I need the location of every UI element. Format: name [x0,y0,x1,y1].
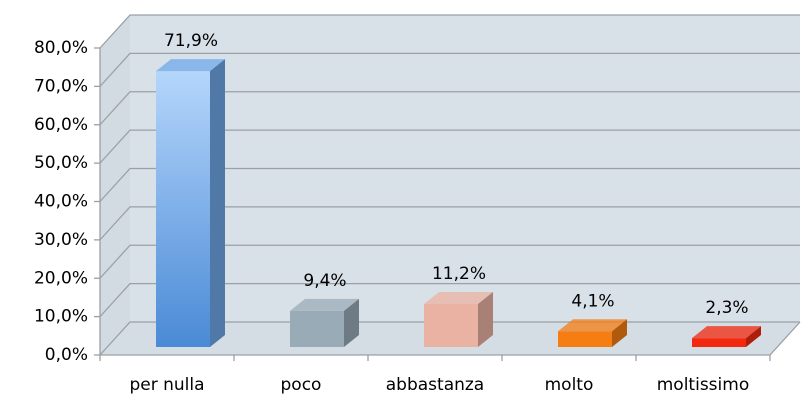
bar-front [692,338,746,347]
bar [692,326,761,347]
bar-top [692,326,761,339]
data-label: 2,3% [705,298,748,318]
data-label: 4,1% [571,291,614,311]
x-tick-label: poco [281,375,322,395]
bar-front [558,331,612,347]
data-label: 11,2% [432,264,486,284]
x-tick-label: moltissimo [657,375,749,395]
bar-top [156,59,225,72]
bar-top [424,292,493,305]
grid-line [99,167,800,202]
y-tick-label: 30,0% [34,230,88,250]
data-label: 9,4% [303,271,346,291]
y-tick-label: 80,0% [34,38,88,58]
bar-front [290,310,344,347]
bar-top [558,319,627,332]
y-tick-label: 10,0% [34,307,88,327]
x-tick-label: per nulla [129,375,204,395]
x-tick-label: abbastanza [386,375,484,395]
y-tick-label: 0,0% [45,345,88,365]
grid-line [99,91,800,126]
x-tick-label: molto [545,375,594,395]
y-tick-label: 70,0% [34,76,88,96]
bar [156,59,225,348]
bar [424,292,493,347]
y-tick-label: 40,0% [34,192,88,212]
y-tick-label: 60,0% [34,115,88,135]
y-tick-label: 50,0% [34,153,88,173]
y-tick-label: 20,0% [34,268,88,288]
bar [558,319,627,347]
grid-line [99,129,800,164]
bar-front [156,71,210,348]
grid-line [99,282,800,318]
grid-line [99,244,800,279]
bar [290,298,359,347]
bar-side [210,59,225,348]
grid-line [99,14,800,49]
bar-side [746,326,761,347]
bar-top [290,298,359,311]
bar-front [424,304,478,347]
data-label: 71,9% [164,31,218,51]
bar-side [478,292,493,347]
bar-side [344,298,359,347]
grid-line [99,52,800,87]
bar-side [612,319,627,347]
grid-line [99,206,800,241]
